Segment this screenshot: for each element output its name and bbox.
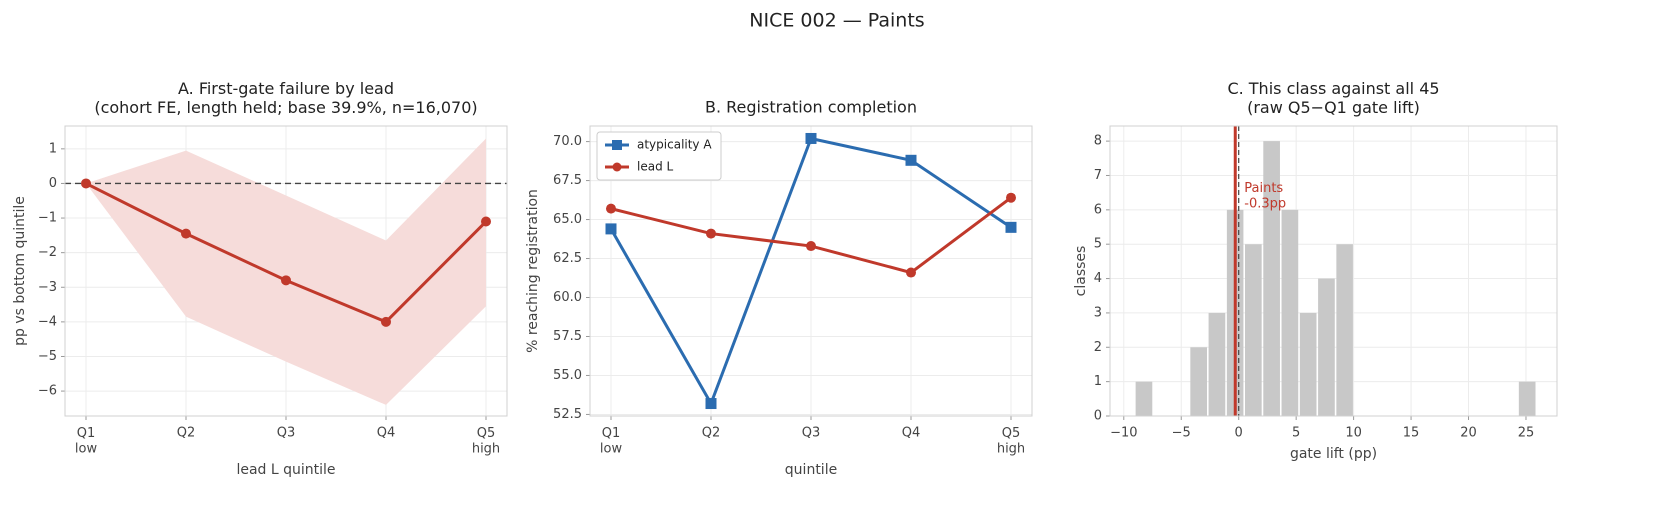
x-tick-label: 25 (1518, 426, 1535, 441)
marker (605, 223, 617, 235)
y-tick-label: 8 (1094, 134, 1102, 149)
figure-title: NICE 002 — Paints (749, 10, 924, 32)
x-tick-label: Q4 (377, 426, 396, 441)
x-tick-label: Q3 (277, 426, 296, 441)
marker (905, 154, 917, 166)
x-tick-label: 10 (1345, 426, 1362, 441)
y-tick-label: 60.0 (553, 290, 582, 305)
x-tick-label: 5 (1292, 426, 1300, 441)
x-tick-label: Q2 (177, 426, 196, 441)
y-tick-label: 52.5 (553, 407, 582, 422)
y-tick-label: 62.5 (553, 251, 582, 266)
bar (1518, 381, 1536, 416)
x-axis-label: gate lift (pp) (1290, 446, 1377, 462)
x-tick-label: Q2 (702, 426, 721, 441)
bar (1208, 312, 1226, 416)
confidence-band (86, 138, 486, 405)
marker (806, 241, 816, 252)
y-tick-label: 3 (1094, 305, 1102, 320)
bar (1299, 312, 1317, 416)
y-tick-label: 55.0 (553, 368, 582, 383)
y-tick-label: 6 (1094, 202, 1102, 217)
marker (481, 216, 491, 227)
x-tick-label: Q1 low (75, 426, 98, 457)
marker (1005, 221, 1017, 233)
x-tick-label: Q3 (802, 426, 821, 441)
bar (1281, 209, 1299, 416)
annotation: Paints -0.3pp (1244, 181, 1286, 212)
x-tick-label: Q5 high (997, 426, 1025, 457)
marker (1006, 192, 1016, 203)
bar (1336, 244, 1353, 416)
marker (706, 228, 716, 239)
y-tick-label: −4 (38, 314, 57, 329)
bar (1245, 244, 1262, 416)
y-axis-label: % reaching registration (525, 189, 541, 353)
marker (381, 316, 391, 327)
y-tick-label: −1 (38, 211, 57, 226)
marker (805, 132, 817, 144)
y-tick-label: 1 (49, 141, 57, 156)
legend-marker (612, 140, 622, 150)
x-tick-label: −10 (1110, 426, 1137, 441)
x-tick-label: Q1 low (600, 426, 623, 457)
bar (1263, 141, 1280, 417)
y-tick-label: 57.5 (553, 329, 582, 344)
axes-frame (1109, 125, 1558, 417)
x-tick-label: 15 (1403, 426, 1420, 441)
y-tick-label: 67.5 (553, 173, 582, 188)
x-axis-label: quintile (785, 462, 837, 478)
axes-frame (64, 125, 508, 417)
y-axis-label: pp vs bottom quintile (12, 196, 28, 346)
chart-title: B. Registration completion (705, 98, 917, 117)
y-axis-label: classes (1073, 246, 1089, 297)
bar (1135, 381, 1153, 416)
y-tick-label: 0 (1094, 409, 1102, 424)
y-tick-label: −6 (38, 384, 57, 399)
y-tick-label: 5 (1094, 237, 1102, 252)
bar (1190, 347, 1207, 416)
y-tick-label: −5 (38, 349, 57, 364)
marker (81, 178, 91, 189)
x-axis-label: lead L quintile (236, 462, 335, 478)
legend-marker (612, 162, 622, 172)
marker (181, 228, 191, 239)
y-tick-label: −2 (38, 245, 57, 260)
axes-frame (589, 125, 1033, 417)
legend-label: atypicality A (637, 138, 712, 152)
chart-title: C. This class against all 45 (raw Q5−Q1 g… (1227, 78, 1439, 116)
bar (1318, 278, 1335, 416)
marker (606, 203, 616, 214)
marker (705, 398, 717, 410)
x-tick-label: 0 (1235, 426, 1243, 441)
y-tick-label: 65.0 (553, 212, 582, 227)
x-tick-label: 20 (1460, 426, 1477, 441)
y-tick-label: 7 (1094, 168, 1102, 183)
y-tick-label: 70.0 (553, 134, 582, 149)
x-tick-label: Q5 high (472, 426, 500, 457)
legend-label: lead L (637, 160, 674, 174)
marker (906, 267, 916, 278)
y-tick-label: 2 (1094, 340, 1102, 355)
x-tick-label: Q4 (902, 426, 921, 441)
y-tick-label: 1 (1094, 374, 1102, 389)
y-tick-label: 4 (1094, 271, 1102, 286)
marker (281, 275, 291, 286)
y-tick-label: −3 (38, 280, 57, 295)
y-tick-label: 0 (49, 176, 57, 191)
chart-title: A. First-gate failure by lead (cohort FE,… (94, 78, 477, 116)
x-tick-label: −5 (1172, 426, 1191, 441)
